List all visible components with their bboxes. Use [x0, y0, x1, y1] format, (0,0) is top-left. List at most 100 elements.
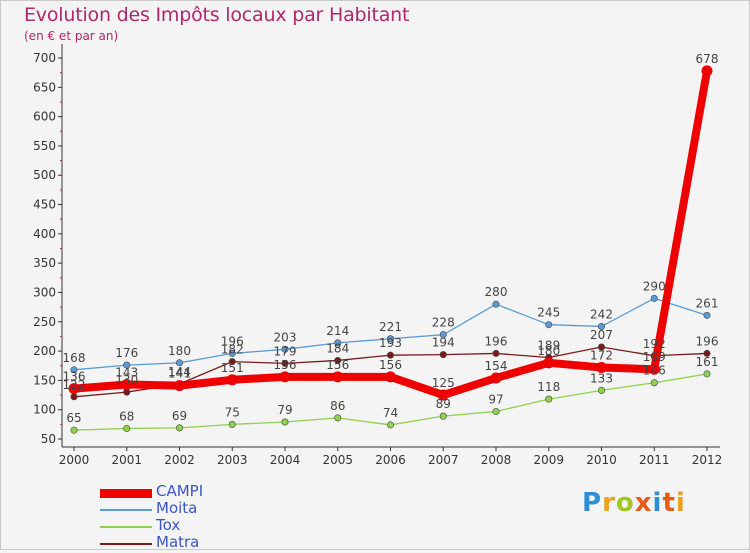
legend-label: Tox	[156, 516, 181, 534]
data-label: 141	[168, 367, 191, 381]
data-label: 144	[168, 365, 191, 379]
data-point	[439, 331, 447, 339]
data-label: 69	[172, 409, 187, 423]
data-label: 196	[221, 334, 244, 348]
x-tick-label: 2001	[111, 453, 142, 467]
data-label: 161	[696, 355, 719, 369]
data-point	[70, 366, 78, 374]
data-point	[228, 358, 236, 366]
data-point	[439, 351, 447, 359]
proxiti-logo: Proxiti	[582, 488, 686, 518]
data-label: 89	[436, 397, 451, 411]
legend-label: Matra	[156, 533, 200, 551]
x-tick-label: 2003	[217, 453, 248, 467]
data-point	[545, 321, 553, 329]
data-label: 97	[488, 392, 503, 406]
legend-swatch	[100, 543, 152, 545]
data-label: 180	[537, 344, 560, 358]
x-tick-label: 2005	[322, 453, 353, 467]
data-point	[597, 343, 605, 351]
data-point	[385, 371, 396, 383]
data-point	[386, 335, 394, 343]
data-label: 203	[274, 330, 297, 344]
x-tick-label: 2011	[639, 453, 670, 467]
y-tick-label: 300	[33, 285, 56, 299]
data-point	[386, 421, 394, 429]
data-point	[281, 345, 289, 353]
x-tick-label: 2000	[59, 453, 90, 467]
data-point	[174, 380, 185, 392]
data-label: 151	[221, 361, 244, 375]
data-label: 74	[383, 406, 398, 420]
x-tick-label: 2006	[375, 453, 406, 467]
data-point	[650, 379, 658, 387]
legend-label: Moita	[156, 499, 198, 517]
y-tick-label: 450	[33, 198, 56, 212]
data-label: 136	[63, 370, 86, 384]
data-label: 280	[485, 285, 508, 299]
chart-subtitle: (en € et par an)	[24, 29, 119, 43]
legend-swatch	[100, 509, 152, 511]
data-point	[701, 65, 713, 77]
legend-swatch	[100, 488, 152, 498]
data-label: 196	[696, 334, 719, 348]
data-label: 678	[696, 52, 719, 66]
data-point	[597, 322, 605, 330]
y-tick-label: 650	[33, 80, 56, 94]
data-point	[226, 374, 238, 386]
data-labels: 168 176 180 196 203 214 221 228 280 245 242 290 261 6…	[63, 52, 719, 425]
y-tick-label: 600	[33, 110, 56, 124]
legend-label: CAMPI	[156, 482, 204, 500]
data-label: 184	[326, 341, 349, 355]
data-label: 133	[590, 371, 613, 385]
data-label: 154	[485, 359, 508, 373]
data-point	[68, 383, 80, 395]
data-point	[334, 414, 342, 422]
data-label: 221	[379, 320, 402, 334]
data-label: 68	[119, 409, 134, 423]
data-point	[703, 349, 711, 357]
data-label: 146	[643, 364, 666, 378]
data-label: 143	[115, 365, 138, 379]
data-point	[176, 424, 184, 432]
data-label: 65	[66, 411, 81, 425]
data-point	[490, 372, 502, 384]
data-point	[281, 418, 289, 426]
y-tick-label: 250	[33, 315, 56, 329]
data-label: 189	[537, 339, 560, 353]
data-point	[703, 311, 711, 319]
data-label: 172	[590, 348, 613, 362]
data-label: 86	[330, 399, 345, 413]
data-label: 168	[63, 351, 86, 365]
logo-letter: P	[582, 488, 603, 518]
series-lines	[68, 65, 713, 434]
data-label: 194	[432, 336, 455, 350]
data-point	[121, 378, 133, 390]
x-tick-label: 2012	[692, 453, 723, 467]
data-point	[492, 349, 500, 357]
data-label: 118	[537, 380, 560, 394]
data-label: 180	[168, 344, 191, 358]
data-label: 192	[643, 337, 666, 351]
data-point	[70, 426, 78, 434]
data-point	[437, 389, 449, 401]
data-label: 242	[590, 307, 613, 321]
data-label: 156	[274, 358, 297, 372]
y-tick-label: 400	[33, 227, 56, 241]
data-point	[334, 356, 342, 364]
data-label: 176	[115, 346, 138, 360]
data-point	[703, 370, 711, 378]
data-point	[228, 420, 236, 428]
data-label: 130	[115, 373, 138, 387]
logo-letter: r	[602, 488, 616, 518]
data-point	[597, 386, 605, 394]
data-point	[228, 349, 236, 357]
y-tick-label: 150	[33, 373, 56, 387]
data-point	[386, 351, 394, 359]
data-label: 245	[537, 306, 560, 320]
data-point	[176, 359, 184, 367]
data-label: 228	[432, 316, 455, 330]
data-label: 179	[274, 344, 297, 358]
